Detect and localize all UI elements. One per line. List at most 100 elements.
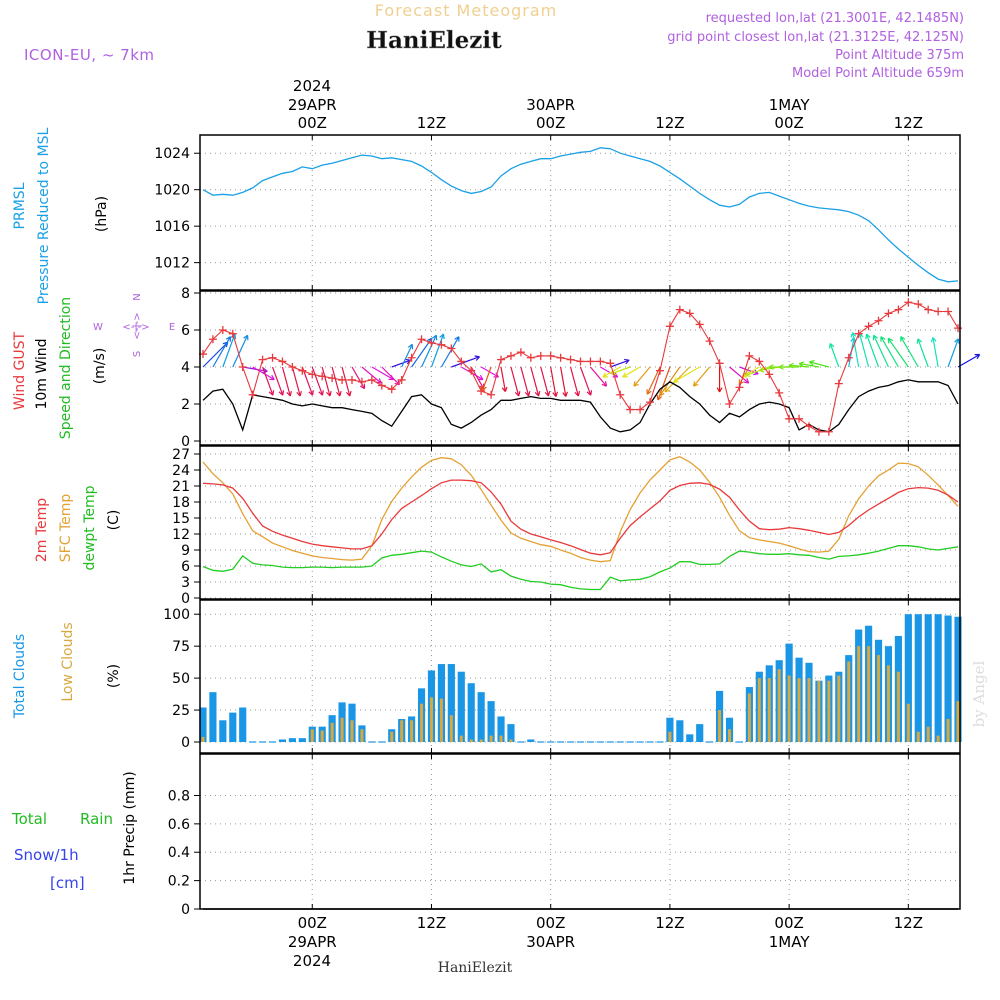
low-cloud-bar xyxy=(439,698,443,742)
bottom-hour-label: 12Z xyxy=(417,914,446,932)
low-cloud-bar xyxy=(350,720,354,742)
total-cloud-bar xyxy=(944,615,952,742)
y-tick-label: 18 xyxy=(172,495,190,511)
gust-marker xyxy=(934,307,943,316)
bottom-time-axis: 00Z 12Z 00Z 12Z 00Z 12Z 29APR 30APR 1MAY 2024 xyxy=(288,914,923,970)
y-tick-label: 75 xyxy=(172,639,190,655)
total-cloud-bar xyxy=(219,720,227,742)
gust-marker xyxy=(308,370,317,379)
y-tick-label: 15 xyxy=(172,511,190,527)
wind-direction-arrow xyxy=(430,333,445,368)
y-tick-label: 2 xyxy=(181,397,190,413)
top-date-label: 30APR xyxy=(526,96,575,114)
wind-direction-arrow xyxy=(550,366,559,397)
gust-marker xyxy=(417,335,426,344)
gust-marker xyxy=(467,366,476,375)
panel-frame xyxy=(199,290,961,446)
wind-direction-arrow xyxy=(560,366,569,397)
low-cloud-bar xyxy=(847,661,851,742)
gust-marker xyxy=(348,375,356,384)
temp-unit: (C) xyxy=(106,510,122,531)
wind-direction-arrow xyxy=(828,343,840,368)
wind-gust-label: Wind GUST xyxy=(12,331,28,410)
bottom-date-labels: 29APR 30APR 1MAY xyxy=(288,933,810,951)
low-cloud-bar xyxy=(509,739,513,742)
wind-direction-arrow xyxy=(600,366,619,378)
wind-direction-arrow xyxy=(673,366,701,383)
station-title: HaniElezit xyxy=(366,27,502,54)
low-cloud-bar xyxy=(499,735,503,742)
wind-direction-arrow xyxy=(865,333,880,368)
low-clouds-label: Low Clouds xyxy=(60,622,76,701)
gust-marker xyxy=(785,414,794,423)
wind-direction-arrow xyxy=(947,338,960,368)
top-hour-label: 00Z xyxy=(536,114,565,132)
gust-marker xyxy=(298,366,307,375)
model-label: ICON-EU, ~ 7km xyxy=(24,46,155,64)
total-cloud-bar xyxy=(447,664,455,742)
wind-direction-arrow xyxy=(916,338,929,368)
wind-direction-arrow xyxy=(291,366,302,397)
gust-marker xyxy=(208,335,217,344)
pressure-unit: (hPa) xyxy=(94,196,110,232)
y-tick-label: 0.4 xyxy=(168,845,190,861)
y-tick-label: 6 xyxy=(181,559,190,575)
total-cloud-bar xyxy=(209,692,217,742)
cloud-labels: Total Clouds Low Clouds (%) xyxy=(12,622,122,719)
precip-cm-label: [cm] xyxy=(50,874,85,892)
total-cloud-bar xyxy=(904,614,912,742)
gust-marker xyxy=(814,427,823,436)
compass-arrows-we: <-|-> xyxy=(122,322,149,333)
wind-direction-arrow xyxy=(401,343,414,368)
total-cloud-bar xyxy=(666,717,674,742)
wind-direction-arrow xyxy=(420,334,438,368)
gust-marker xyxy=(884,309,893,318)
gust-marker xyxy=(904,298,913,307)
wind-direction-arrow xyxy=(540,366,551,397)
gust-marker xyxy=(675,305,684,314)
wind-direction-arrow xyxy=(778,364,800,370)
gust-marker xyxy=(745,351,754,360)
low-cloud-bar xyxy=(877,655,881,742)
gust-marker xyxy=(765,370,774,379)
y-tick-label: 0.2 xyxy=(168,874,190,890)
wind-direction-arrow xyxy=(880,336,899,368)
bottom-hour-label: 00Z xyxy=(774,914,803,932)
gust-marker xyxy=(497,355,506,364)
wind-direction-arrow xyxy=(252,366,275,381)
gust-marker xyxy=(268,353,277,362)
total-cloud-bar xyxy=(696,724,704,742)
low-cloud-bar xyxy=(410,720,414,742)
gust-marker xyxy=(894,305,903,314)
gust-marker xyxy=(546,351,555,360)
model-altitude: Model Point Altitude 659m xyxy=(792,66,964,81)
y-tick-label: 1020 xyxy=(154,183,190,199)
wind-direction-arrow xyxy=(212,336,232,368)
precip-total-label: Total xyxy=(11,810,47,828)
top-hour-label: 12Z xyxy=(894,114,923,132)
gust-marker xyxy=(944,307,953,316)
wind-direction-arrow xyxy=(451,355,480,368)
low-cloud-bar xyxy=(857,646,861,742)
bottom-hour-labels: 00Z 12Z 00Z 12Z 00Z 12Z xyxy=(298,914,923,932)
wind-direction-arrow xyxy=(271,366,285,396)
wind-direction-arrow xyxy=(500,366,508,392)
panel-frame xyxy=(199,753,961,910)
y-tick-label: 24 xyxy=(172,463,190,479)
y-tick-label: 1024 xyxy=(154,146,190,162)
precip-rain-label: Rain xyxy=(80,810,113,828)
gust-marker xyxy=(725,400,734,408)
total-cloud-bar xyxy=(229,712,237,742)
gust-marker xyxy=(735,383,744,392)
total-cloud-bar xyxy=(487,701,495,742)
gust-marker xyxy=(447,344,456,353)
wind-direction-arrow xyxy=(589,366,608,387)
wind-direction-arrow xyxy=(729,366,750,384)
wind-direction-arrow xyxy=(900,336,919,368)
low-cloud-bar xyxy=(936,735,940,742)
gust-marker xyxy=(258,355,267,364)
low-cloud-bar xyxy=(420,703,424,742)
wind-speed-dir-label: Speed and Direction xyxy=(58,297,74,439)
wind-direction-arrow xyxy=(788,362,810,369)
gust-marker xyxy=(854,329,863,338)
